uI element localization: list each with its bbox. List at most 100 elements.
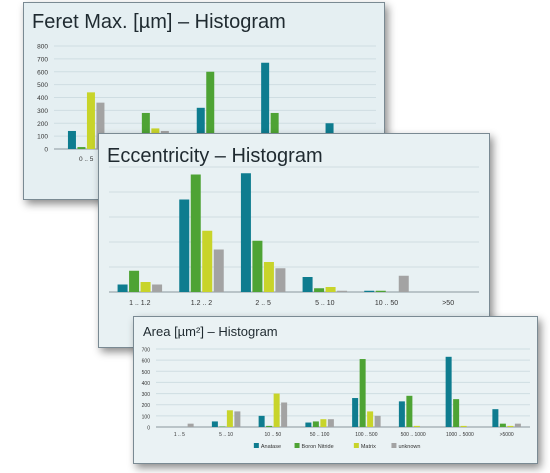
bar-anatase-5-10 [302,277,313,292]
bar-unknown-1-2-2 [213,249,224,292]
x-tick-label: 5 .. 10 [315,300,335,307]
bar-matrix-5000 [507,425,514,427]
bar-matrix-1000-5000 [460,425,467,427]
x-tick-label: 50 .. 100 [310,432,330,438]
bar-unknown-100-500 [374,415,381,427]
bar-boron-nitride-5-10 [314,288,325,292]
y-tick-label: 100 [142,414,151,420]
y-tick-label: 300 [142,392,151,398]
bar-anatase-2-5 [240,173,251,292]
bar-matrix-2-5 [263,262,274,292]
chart-title: Eccentricity – Histogram [107,145,323,167]
x-tick-label: 100 .. 500 [355,432,377,438]
bar-anatase-1-2-2 [179,199,190,292]
legend-swatch [353,443,359,448]
bar-unknown-10-50 [398,275,409,292]
legend-item-boron-nitride: Boron Nitride [294,443,334,450]
x-tick-label: 1 .. 5 [174,432,185,438]
bar-boron-nitride-bin-3 [206,71,215,149]
x-tick-label: 1.2 .. 2 [191,300,213,307]
bar-matrix-10-50 [273,393,280,427]
x-tick-label: 500 .. 1000 [401,432,426,438]
y-tick-label: 700 [37,56,48,63]
bar-boron-nitride-bin-2 [141,112,150,149]
legend-swatch [294,443,300,448]
y-tick-label: 400 [37,95,48,102]
bar-boron-nitride-10-50 [266,425,273,427]
bar-boron-nitride-100-500 [359,359,366,427]
x-tick-label: 10 .. 50 [375,300,398,307]
legend-label: Matrix [361,444,376,450]
chart-title: Area [µm²] – Histogram [143,324,278,339]
bar-unknown-2-5 [275,268,286,292]
x-tick-label: >50 [442,300,454,307]
bar-anatase-1000-5000 [445,356,452,427]
y-tick-label: 700 [142,348,151,354]
bar-boron-nitride-bin-4 [270,112,279,149]
bar-anatase-1-1-2 [117,284,128,292]
bar-anatase-50-100 [305,422,312,427]
bar-matrix-5-10 [226,410,233,427]
bar-anatase-500-1000 [398,401,405,427]
bar-anatase-10-50 [258,415,265,427]
legend-label: Anatase [261,444,281,450]
bar-anatase-5000 [492,409,499,427]
y-tick-label: 600 [37,69,48,76]
x-tick-label: 1 .. 1.2 [129,300,151,307]
x-tick-label: 0 .. 5 [79,156,94,163]
y-tick-label: 200 [37,121,48,128]
bar-boron-nitride-2-5 [252,240,263,292]
y-tick-label: 500 [142,370,151,376]
bar-unknown-1-1-2 [152,284,163,292]
area-histogram-chart: 0 100 200 300 400 500 600 700 1 .. 5 5 .. 10 10 ..… [142,348,530,450]
bar-matrix-500-1000 [413,425,420,427]
x-tick-label: 2 .. 5 [255,300,271,307]
bar-boron-nitride-500-1000 [406,395,413,427]
bar-boron-nitride-1000-5000 [453,399,460,427]
y-tick-label: 200 [142,403,151,409]
legend-item-anatase: Anatase [253,443,281,450]
bar-unknown-10-50 [281,402,288,427]
bar-anatase-0-5 [67,130,76,149]
y-tick-label: 100 [37,134,48,141]
bar-matrix-50-100 [320,419,327,427]
bar-unknown-50-100 [327,419,334,427]
legend-swatch [253,443,259,448]
bar-anatase-100-500 [352,398,359,427]
y-tick-label: 400 [142,381,151,387]
bar-anatase-bin-3 [196,107,205,149]
y-tick-label: 300 [37,108,48,115]
bar-boron-nitride-10-50 [375,290,386,292]
bar-unknown-0-5 [96,102,105,149]
bar-matrix-1-2-2 [202,230,213,292]
x-tick-label: 10 .. 50 [265,432,282,438]
y-tick-label: 0 [147,426,150,432]
bar-unknown-5-10 [337,290,348,292]
bar-matrix-5-10 [325,287,336,292]
legend-swatch [391,443,397,448]
bar-matrix-0-5 [86,92,95,149]
y-tick-label: 500 [37,82,48,89]
legend-label: unknown [398,444,420,450]
y-tick-label: 800 [37,44,48,51]
bar-boron-nitride-5-10 [219,426,226,427]
legend-item-unknown: unknown [391,443,420,450]
y-tick-label: 0 [44,147,48,154]
legend-label: Boron Nitride [302,444,334,450]
bar-unknown-5000 [514,423,521,427]
legend-item-matrix: Matrix [353,443,376,450]
eccentricity-histogram-chart: 1 .. 1.2 1.2 .. 2 2 .. 5 5 .. 10 10 .. 50 >50 [109,166,479,307]
bar-boron-nitride-1-1-2 [129,270,140,292]
bar-matrix-1-1-2 [140,282,151,292]
bar-boron-nitride-50-100 [312,421,319,427]
x-tick-label: 1000 .. 5000 [446,432,474,438]
bar-anatase-5-10 [211,421,218,427]
bar-anatase-10-50 [364,290,375,292]
bar-boron-nitride-5000 [499,423,506,427]
bar-unknown-1-5 [187,423,194,427]
y-tick-label: 600 [142,359,151,365]
x-tick-label: 5 .. 10 [219,432,233,438]
area-histogram-card: Area [µm²] – Histogram 0 100 200 300 400 500 6… [133,316,538,464]
eccentricity-histogram-card: Eccentricity – Histogram 1 .. 1.2 1.2 .. … [98,133,490,348]
x-tick-label: >5000 [500,432,514,438]
